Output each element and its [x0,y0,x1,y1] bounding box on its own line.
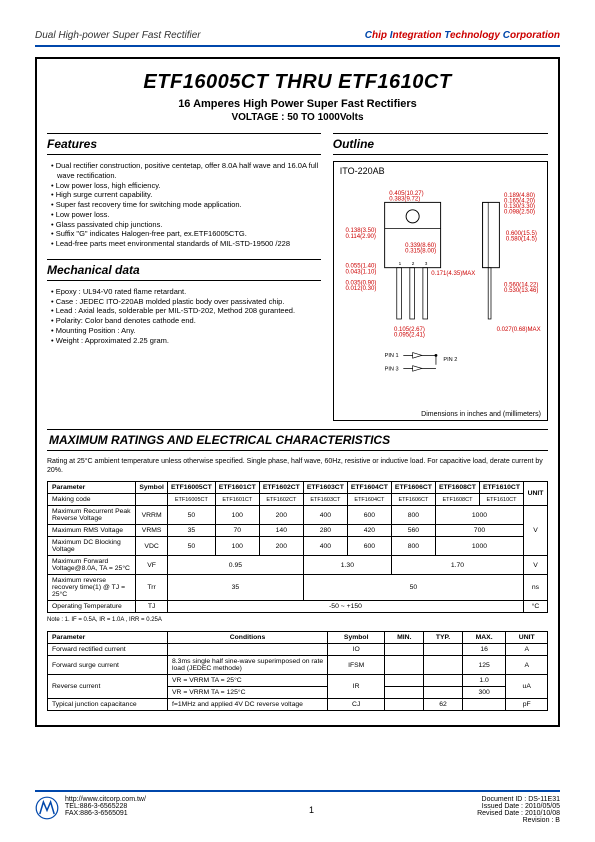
logo-icon [35,796,59,820]
package-outline-drawing: ITO-220AB 1 2 3 [333,161,548,421]
mechanical-item: Epoxy : UL94-V0 rated flame retardant. [51,287,321,297]
ratings-table-2: Parameter Conditions Symbol MIN. TYP. MA… [47,631,548,711]
table-header-row: Parameter Conditions Symbol MIN. TYP. MA… [48,632,548,644]
svg-text:0.315(8.00): 0.315(8.00) [405,249,436,255]
feature-item: High surge current capability. [51,190,321,200]
revision: Revision : B [477,817,560,824]
svg-text:0.383(9.72): 0.383(9.72) [389,197,420,203]
page-footer: http://www.citcorp.com.tw/ TEL:886-3-656… [35,790,560,824]
svg-text:0.098(2.50): 0.098(2.50) [504,210,535,216]
svg-text:2: 2 [411,261,414,266]
footer-url: http://www.citcorp.com.tw/ [65,796,146,803]
doc-id: Document ID : DS-11E31 [477,796,560,803]
svg-text:0.095(2.41): 0.095(2.41) [394,333,425,339]
page-header: Dual High-power Super Fast Rectifier Chi… [35,30,560,41]
page-number: 1 [309,805,314,815]
table-row: Operating Temperature TJ -50 ~ +150 °C [48,601,548,613]
mechanical-item: Case : JEDEC ITO-220AB molded plastic bo… [51,297,321,307]
svg-text:PIN 2: PIN 2 [443,357,457,363]
table-row: Making code ETF16005CT ETF1601CT ETF1602… [48,494,548,506]
mechanical-item: Mounting Position : Any. [51,326,321,336]
svg-text:PIN 1: PIN 1 [384,353,398,359]
table-row: Maximum reverse recovery time(1) @ TJ = … [48,575,548,601]
max-ratings-heading: MAXIMUM RATINGS AND ELECTRICAL CHARACTER… [47,429,548,451]
mechanical-item: Polarity: Color band denotes cathode end… [51,316,321,326]
package-label: ITO-220AB [340,166,385,176]
feature-item: Lead-free parts meet environmental stand… [51,239,321,249]
mechanical-item: Lead : Axial leads, solderable per MIL-S… [51,306,321,316]
main-title: ETF16005CT THRU ETF1610CT [37,71,558,94]
table-row: Forward surge current 8.3ms single half … [48,656,548,675]
subtitle: 16 Amperes High Power Super Fast Rectifi… [37,98,558,110]
footer-left: http://www.citcorp.com.tw/ TEL:886-3-656… [35,796,146,824]
table-row: Reverse current VR = VRRM TA = 25°C IR 1… [48,675,548,687]
mechanical-list: Epoxy : UL94-V0 rated flame retardant. C… [47,287,321,346]
svg-text:0.043(1.10): 0.043(1.10) [345,269,376,275]
feature-item: Dual rectifier construction, positive ce… [51,161,321,181]
table-row: Forward rectified current IO 16 A [48,644,548,656]
rating-conditions-note: Rating at 25°C ambient temperature unles… [47,457,548,475]
feature-item: Glass passivated chip junctions. [51,220,321,230]
svg-text:0.027(0.68)MAX: 0.027(0.68)MAX [496,327,540,333]
header-rule [35,45,560,47]
title-block: ETF16005CT THRU ETF1610CT 16 Amperes Hig… [37,59,558,133]
footer-contact: http://www.citcorp.com.tw/ TEL:886-3-656… [65,796,146,817]
voltage-range: VOLTAGE : 50 TO 1000Volts [37,112,558,123]
revised-date: Revised Date : 2010/10/08 [477,810,560,817]
svg-text:0.530(13.46): 0.530(13.46) [504,288,538,294]
footer-tel: TEL:886-3-6565228 [65,803,146,810]
mechanical-item: Weight : Approximated 2.25 gram. [51,336,321,346]
table-row: Maximum RMS Voltage VRMS 35 70 140 280 4… [48,525,548,537]
table-note: Note : 1. IF = 0.5A, IR = 1.0A , IRR = 0… [47,617,548,623]
features-list: Dual rectifier construction, positive ce… [47,161,321,249]
feature-item: Super fast recovery time for switching m… [51,200,321,210]
main-content-box: ETF16005CT THRU ETF1610CT 16 Amperes Hig… [35,57,560,727]
footer-right: Document ID : DS-11E31 Issued Date : 201… [477,796,560,824]
table-row: Maximum Forward Voltage@8.0A, TA = 25°C … [48,556,548,575]
footer-fax: FAX:886-3-6565091 [65,810,146,817]
svg-text:PIN 3: PIN 3 [384,366,398,372]
table-header-row: Parameter Symbol ETF16005CT ETF1601CT ET… [48,482,548,494]
svg-text:1: 1 [398,261,401,266]
mechanical-heading: Mechanical data [47,259,321,281]
svg-text:0.012(0.30): 0.012(0.30) [345,286,376,292]
feature-item: Low power loss, high efficiency. [51,181,321,191]
dimension-caption: Dimensions in inches and (millimeters) [421,411,541,418]
table-row: Typical junction capacitance f=1MHz and … [48,699,548,711]
table-row: Maximum DC Blocking Voltage VDC 50 100 2… [48,537,548,556]
left-column: Features Dual rectifier construction, po… [37,133,329,421]
outline-heading: Outline [333,133,548,155]
feature-item: Suffix "G" indicates Halogen-free part, … [51,229,321,239]
issued-date: Issued Date : 2010/05/05 [477,803,560,810]
header-product-type: Dual High-power Super Fast Rectifier [35,30,201,41]
svg-text:3: 3 [425,261,428,266]
ratings-table-1: Parameter Symbol ETF16005CT ETF1601CT ET… [47,481,548,613]
outline-svg: 1 2 3 0.405(10.27) 0.383(9.72) 0.189(4.8… [338,166,543,416]
svg-text:0.114(2.90): 0.114(2.90) [345,234,375,240]
table-row: Maximum Recurrent Peak Reverse Voltage V… [48,506,548,525]
features-heading: Features [47,133,321,155]
feature-item: Low power loss. [51,210,321,220]
svg-text:0.580(14.5): 0.580(14.5) [506,237,537,243]
right-column: Outline ITO-220AB 1 2 3 [329,133,558,421]
svg-text:0.171(4.35)MAX: 0.171(4.35)MAX [431,271,475,277]
company-name: Chip Integration Technology Corporation [365,30,560,41]
two-column-section: Features Dual rectifier construction, po… [37,133,558,421]
